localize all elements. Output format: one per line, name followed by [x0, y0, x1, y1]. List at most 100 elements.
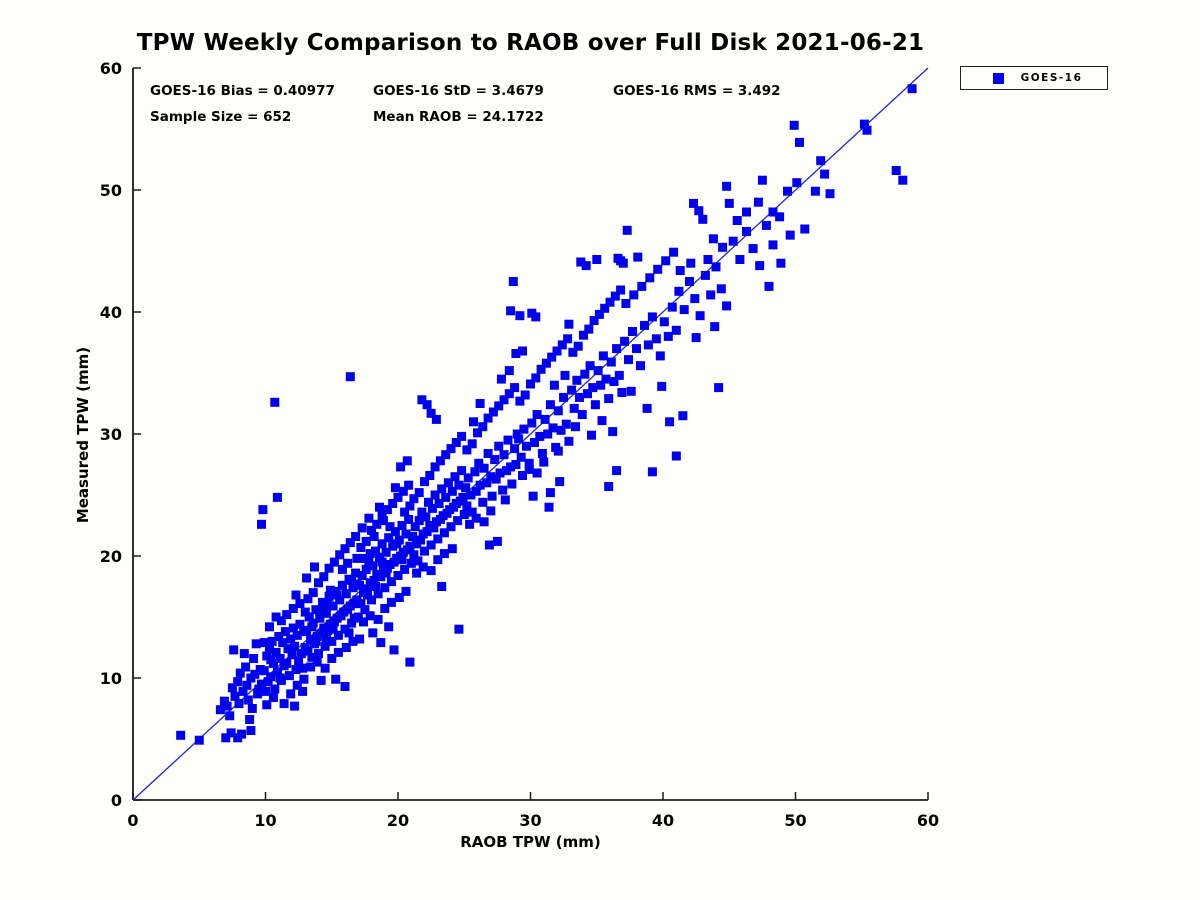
scatter-point [270, 397, 280, 407]
scatter-point [776, 258, 786, 268]
x-tick-label: 0 [127, 811, 138, 830]
scatter-point [288, 623, 298, 633]
scatter-point [422, 527, 432, 537]
scatter-point [363, 590, 372, 600]
scatter-point [549, 380, 559, 390]
scatter-point [315, 613, 325, 623]
scatter-point [598, 351, 608, 361]
scatter-point [257, 519, 266, 529]
scatter-point [473, 428, 482, 438]
scatter-point [820, 169, 830, 179]
scatter-point [722, 181, 732, 191]
y-tick-label: 10 [100, 669, 122, 688]
scatter-point [816, 156, 826, 166]
scatter-point [469, 417, 478, 427]
scatter-point [401, 586, 411, 596]
scatter-point [271, 647, 281, 657]
scatter-point [457, 466, 467, 476]
scatter-point [907, 84, 917, 94]
scatter-point [176, 730, 186, 740]
scatter-point [405, 541, 415, 551]
scatter-point [258, 505, 268, 515]
scatter-point [735, 255, 745, 264]
scatter-point [344, 628, 354, 638]
scatter-point [499, 450, 509, 460]
scatter-point [373, 589, 383, 599]
scatter-point [371, 546, 380, 556]
scatter-point [245, 715, 255, 724]
scatter-point [564, 319, 574, 329]
scatter-point [667, 302, 677, 312]
scatter-point [755, 261, 765, 271]
scatter-point [657, 381, 667, 391]
scatter-point [291, 590, 301, 600]
scatter-point [545, 400, 555, 410]
scatter-point [369, 575, 379, 585]
scatter-point [561, 419, 571, 429]
scatter-point [314, 578, 323, 588]
scatter-point [363, 584, 372, 594]
scatter-point [478, 422, 488, 432]
scatter-point [266, 655, 276, 665]
scatter-point [898, 175, 908, 185]
scatter-point [541, 358, 551, 368]
scatter-point [609, 377, 619, 386]
x-tick-label: 40 [652, 811, 674, 830]
scatter-point [643, 340, 653, 350]
scatter-point [405, 657, 415, 667]
scatter-point [433, 555, 443, 565]
scatter-point [406, 558, 416, 568]
scatter-point [714, 383, 724, 393]
scatter-point [276, 616, 286, 626]
scatter-point [543, 429, 553, 439]
scatter-point [674, 286, 684, 296]
scatter-point [580, 369, 590, 379]
scatter-point [651, 334, 661, 344]
scatter-point [234, 699, 244, 709]
scatter-point [601, 374, 611, 384]
scatter-point [405, 501, 415, 511]
scatter-point [718, 242, 728, 252]
scatter-point [722, 301, 732, 311]
scatter-point [593, 366, 603, 376]
scatter-point [487, 491, 497, 501]
scatter-point [282, 610, 292, 620]
scatter-point [597, 416, 607, 426]
scatter-point [524, 464, 534, 474]
scatter-point [690, 294, 700, 304]
scatter-point [492, 536, 502, 546]
x-tick-label: 50 [784, 811, 806, 830]
scatter-point [588, 383, 598, 393]
scatter-point [291, 665, 301, 674]
scatter-point [511, 349, 521, 358]
scatter-point [694, 206, 704, 216]
scatter-point [227, 683, 237, 693]
scatter-point [332, 590, 342, 600]
scatter-point [294, 656, 304, 666]
scatter-point [286, 634, 296, 644]
scatter-point [314, 649, 323, 659]
scatter-point [728, 236, 738, 246]
scatter-point [321, 633, 331, 643]
x-tick-label: 60 [917, 811, 939, 830]
scatter-point [618, 258, 628, 268]
scatter-point [459, 510, 469, 519]
scatter-point [686, 258, 696, 268]
scatter-point [426, 540, 436, 550]
scatter-point [724, 198, 734, 208]
scatter-point [359, 617, 368, 627]
scatter-point [530, 438, 539, 447]
scatter-point [775, 212, 785, 222]
scatter-point [531, 312, 541, 322]
scatter-point [347, 618, 357, 628]
scatter-point [447, 544, 457, 554]
scatter-point [479, 463, 489, 473]
scatter-point [290, 641, 300, 651]
scatter-point [465, 519, 475, 529]
scatter-point [659, 317, 669, 327]
scatter-point [284, 671, 294, 681]
scatter-point [355, 580, 365, 590]
scatter-point [552, 346, 562, 356]
scatter-point [495, 468, 505, 478]
